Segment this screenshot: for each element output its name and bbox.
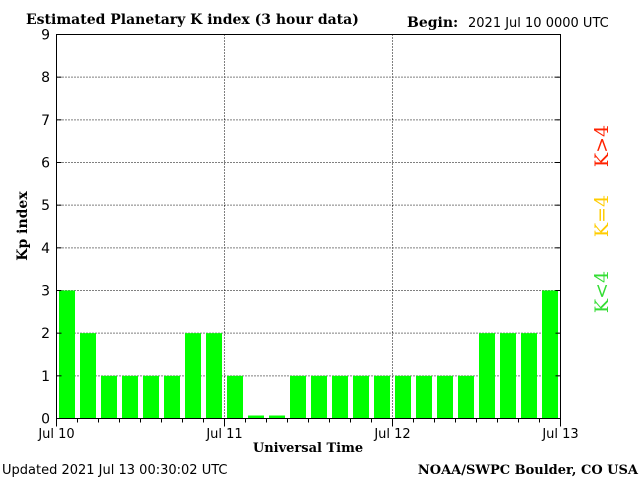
chart-title: Estimated Planetary K index (3 hour data… xyxy=(26,12,359,28)
legend: K<4 K=4 K>4 xyxy=(591,125,613,313)
kp-bar xyxy=(353,375,369,419)
y-tick-label: 1 xyxy=(41,369,50,385)
begin-value: 2021 Jul 10 0000 UTC xyxy=(468,16,609,31)
grid-lines xyxy=(56,34,561,419)
kp-bar xyxy=(122,375,138,419)
legend-entry: K>4 xyxy=(591,125,613,167)
kp-bar xyxy=(374,375,390,419)
x-tick-label: Jul 12 xyxy=(373,427,410,442)
kp-bar xyxy=(143,375,159,419)
y-axis-label: Kp index xyxy=(15,191,31,261)
x-tick-label: Jul 10 xyxy=(37,427,74,442)
kp-bar xyxy=(416,375,432,419)
y-tick-label: 4 xyxy=(41,241,50,257)
kp-bar xyxy=(542,290,558,419)
source-text: NOAA/SWPC Boulder, CO USA xyxy=(418,463,639,478)
kp-bar xyxy=(479,333,495,419)
kp-bar xyxy=(311,375,327,419)
kp-bar xyxy=(437,375,453,419)
kp-bar xyxy=(269,415,285,419)
updated-text: Updated 2021 Jul 13 00:30:02 UTC xyxy=(2,463,227,478)
kp-bar xyxy=(248,415,264,419)
kp-bar xyxy=(59,290,75,419)
y-tick-label: 6 xyxy=(41,156,50,172)
y-tick-label: 9 xyxy=(41,28,50,44)
x-axis-ticks: Jul 10 Jul 11 Jul 12 Jul 13 xyxy=(37,418,579,442)
kp-bar xyxy=(80,333,96,419)
y-tick-label: 5 xyxy=(41,198,50,214)
x-tick-label: Jul 13 xyxy=(541,427,578,442)
x-axis-label: Universal Time xyxy=(253,441,363,456)
y-tick-label: 8 xyxy=(41,70,50,86)
kp-bar xyxy=(185,333,201,419)
begin-label: Begin: xyxy=(407,15,458,31)
kp-bar xyxy=(458,375,474,419)
kp-bar xyxy=(164,375,180,419)
legend-entry: K=4 xyxy=(591,195,613,237)
kp-bar xyxy=(101,375,117,419)
kp-bar xyxy=(395,375,411,419)
kp-bar xyxy=(206,333,222,419)
kp-bar xyxy=(290,375,306,419)
y-axis-ticks: 0 1 2 3 4 5 6 7 8 9 xyxy=(41,28,561,428)
y-tick-label: 2 xyxy=(41,326,50,342)
kp-bar xyxy=(227,375,243,419)
y-tick-label: 0 xyxy=(41,412,50,428)
bars-group xyxy=(59,290,558,419)
y-tick-label: 7 xyxy=(41,113,50,129)
x-tick-label: Jul 11 xyxy=(205,427,242,442)
kp-bar xyxy=(332,375,348,419)
kp-bar xyxy=(500,333,516,419)
kp-bar xyxy=(521,333,537,419)
y-tick-label: 3 xyxy=(41,284,50,300)
legend-entry: K<4 xyxy=(591,271,613,313)
